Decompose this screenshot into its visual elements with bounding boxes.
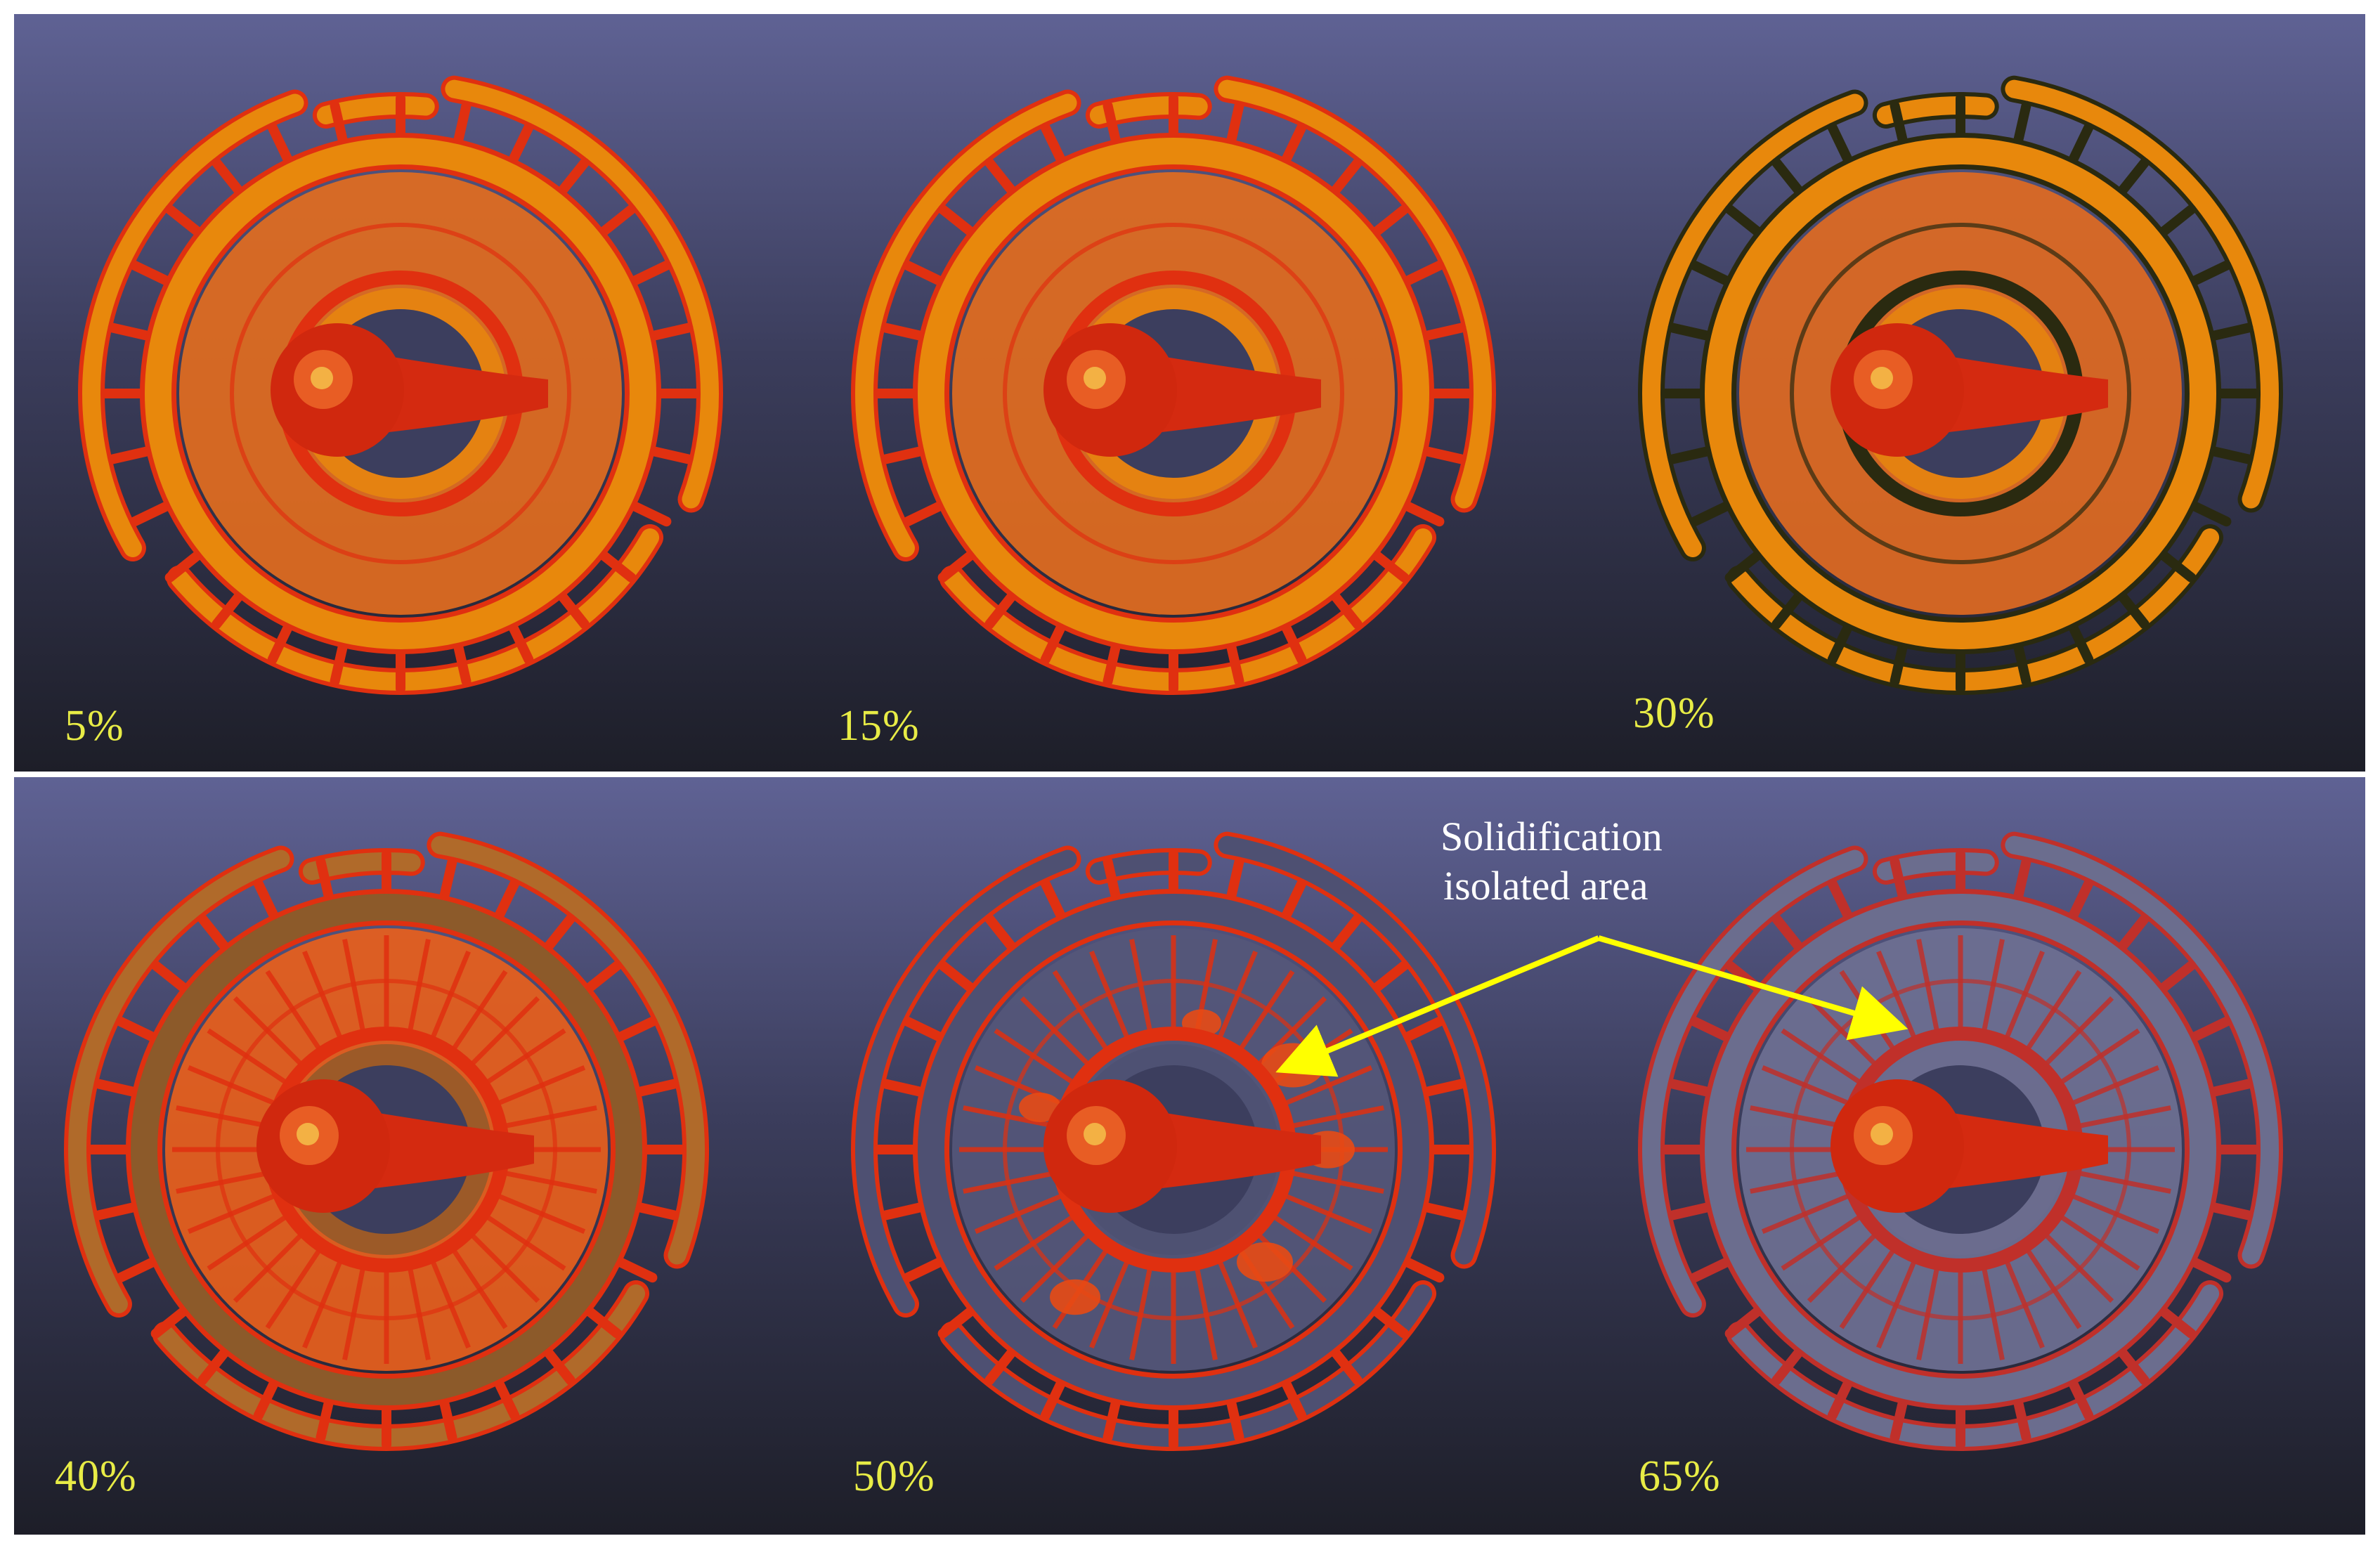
casting-frame-65 <box>1623 812 2298 1487</box>
frame-label-15: 15% <box>838 702 920 750</box>
casting-frame-15 <box>836 56 1511 731</box>
frame-label-50: 50% <box>853 1452 935 1500</box>
annotation-line-2: isolated area <box>1443 863 1649 909</box>
annotation-label: Solidification isolated area <box>1441 812 1663 911</box>
casting-frame-40 <box>49 812 724 1487</box>
casting-frame-5 <box>63 56 738 731</box>
frame-label-30: 30% <box>1633 689 1715 737</box>
frame-label-40: 40% <box>55 1452 137 1500</box>
casting-frame-30 <box>1623 56 2298 731</box>
frame-label-65: 65% <box>1639 1452 1721 1500</box>
casting-frame-50 <box>836 812 1511 1487</box>
frame-label-5: 5% <box>65 702 124 750</box>
annotation-line-1: Solidification <box>1441 814 1663 859</box>
